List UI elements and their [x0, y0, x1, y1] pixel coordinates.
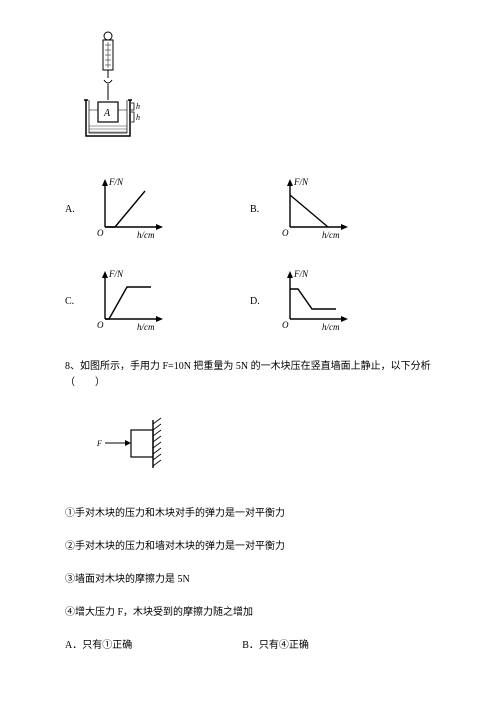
svg-text:O: O: [282, 320, 289, 330]
statement-3: ③墙面对木块的摩擦力是 5N: [65, 570, 435, 585]
chart-c: F/N O h/cm: [87, 265, 177, 337]
block-label: A: [103, 108, 111, 119]
svg-text:h/cm: h/cm: [137, 322, 155, 332]
chart-cell-b: B. F/N O h/cm: [250, 173, 435, 245]
svg-text:O: O: [97, 320, 104, 330]
chart-d: F/N O h/cm: [272, 265, 362, 337]
statements-list: ①手对木块的压力和木块对手的弹力是一对平衡力 ②手对木块的压力和墙对木块的弹力是…: [65, 504, 435, 651]
statement-4: ④增大压力 F，木块受到的摩擦力随之增加: [65, 603, 435, 618]
question-number: 8、: [65, 361, 80, 372]
option-a: A．只有①正确: [65, 636, 132, 651]
question-text: 如图所示，手用力 F=10N 把重量为 5N 的一木块压在竖直墙面上静止，以下分…: [65, 361, 431, 388]
chart-cell-d: D. F/N O h/cm: [250, 265, 435, 337]
svg-text:h/cm: h/cm: [322, 230, 340, 240]
svg-text:h/cm: h/cm: [137, 230, 155, 240]
svg-text:h/cm: h/cm: [322, 322, 340, 332]
option-b: B．只有④正确: [242, 636, 309, 651]
chart-a: F/N O h/cm: [87, 173, 177, 245]
charts-grid: A. F/N O h/cm B. F/N O h/cm C.: [65, 173, 435, 337]
options-row: A．只有①正确 B．只有④正确: [65, 636, 435, 651]
svg-text:F: F: [96, 439, 102, 448]
wall-block-figure: F: [95, 416, 435, 479]
svg-text:h: h: [136, 102, 140, 111]
chart-label: C.: [65, 296, 79, 307]
svg-text:O: O: [97, 228, 104, 238]
question-8: 8、如图所示，手用力 F=10N 把重量为 5N 的一木块压在竖直墙面上静止，以…: [65, 359, 435, 391]
apparatus-figure: A h h: [80, 30, 435, 153]
svg-text:F/N: F/N: [293, 177, 309, 187]
chart-cell-c: C. F/N O h/cm: [65, 265, 250, 337]
statement-1: ①手对木块的压力和木块对手的弹力是一对平衡力: [65, 504, 435, 519]
chart-b: F/N O h/cm: [272, 173, 362, 245]
svg-text:h: h: [136, 113, 140, 122]
svg-text:F/N: F/N: [108, 177, 124, 187]
chart-label: D.: [250, 296, 264, 307]
chart-cell-a: A. F/N O h/cm: [65, 173, 250, 245]
svg-text:F/N: F/N: [293, 269, 309, 279]
statement-2: ②手对木块的压力和墙对木块的弹力是一对平衡力: [65, 537, 435, 552]
svg-text:F/N: F/N: [108, 269, 124, 279]
chart-label: A.: [65, 204, 79, 215]
chart-label: B.: [250, 204, 264, 215]
svg-text:O: O: [282, 228, 289, 238]
